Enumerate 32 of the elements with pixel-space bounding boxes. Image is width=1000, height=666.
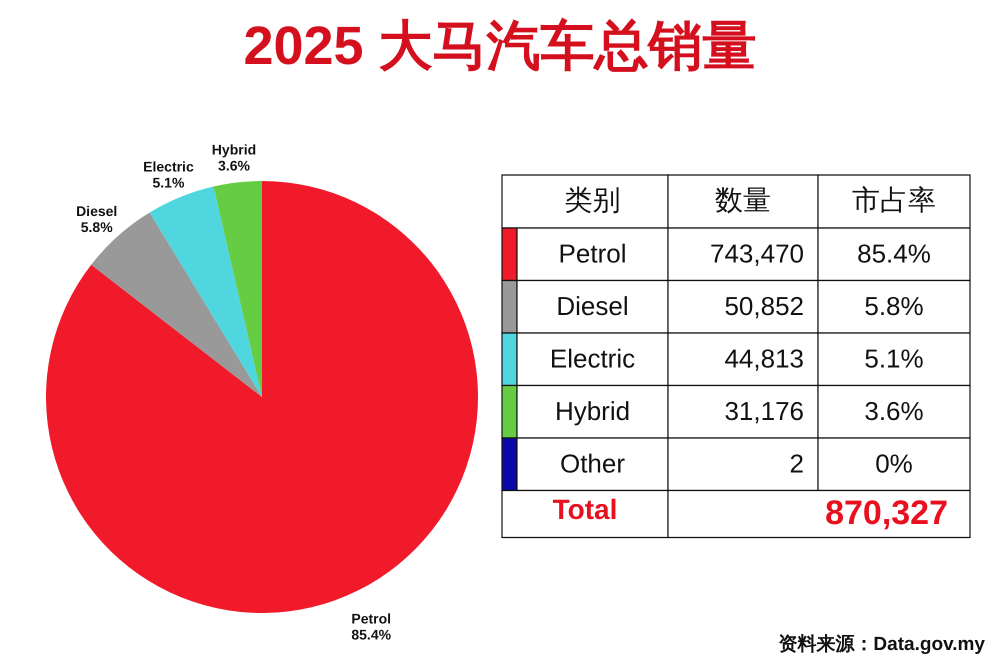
legend-label: Electric — [550, 343, 636, 374]
text: 类别 — [564, 184, 620, 216]
text: 市占率 — [852, 184, 936, 216]
text: 3.6% — [864, 396, 924, 426]
text: 数量 — [715, 184, 771, 216]
slice-label: Hybrid — [212, 142, 256, 158]
data-label: 5.1% — [152, 174, 185, 190]
data-label: 50,852 — [724, 290, 804, 321]
data-label: 85.4% — [351, 626, 392, 643]
data-label: 2 — [790, 448, 804, 478]
chart-title: 2025 大马汽车总销量 — [243, 16, 757, 76]
data-label: 31,176 — [724, 396, 804, 426]
data-label: 3.6% — [218, 158, 250, 174]
text: 0% — [875, 448, 913, 478]
pie-slice — [214, 181, 262, 397]
slice-label: Petrol — [351, 610, 392, 627]
slice-label: Diesel — [76, 203, 118, 220]
text: 5.1% — [864, 343, 924, 374]
legend-label: Petrol — [558, 238, 626, 268]
text: 资料来源：Data.gov.my — [778, 633, 986, 655]
text: 5.8% — [864, 290, 924, 321]
text: Total — [552, 494, 618, 525]
text: 870,327 — [825, 494, 948, 532]
data-label: 5.8% — [80, 219, 114, 236]
data-label: 44,813 — [724, 343, 804, 374]
pie-slice — [150, 186, 262, 397]
data-label: 743,470 — [710, 238, 804, 268]
slice-label: Electric — [143, 158, 194, 174]
legend-label: Hybrid — [554, 396, 630, 426]
text: 85.4% — [857, 238, 931, 268]
legend-label: Diesel — [556, 290, 629, 321]
legend-label: Other — [560, 448, 626, 478]
